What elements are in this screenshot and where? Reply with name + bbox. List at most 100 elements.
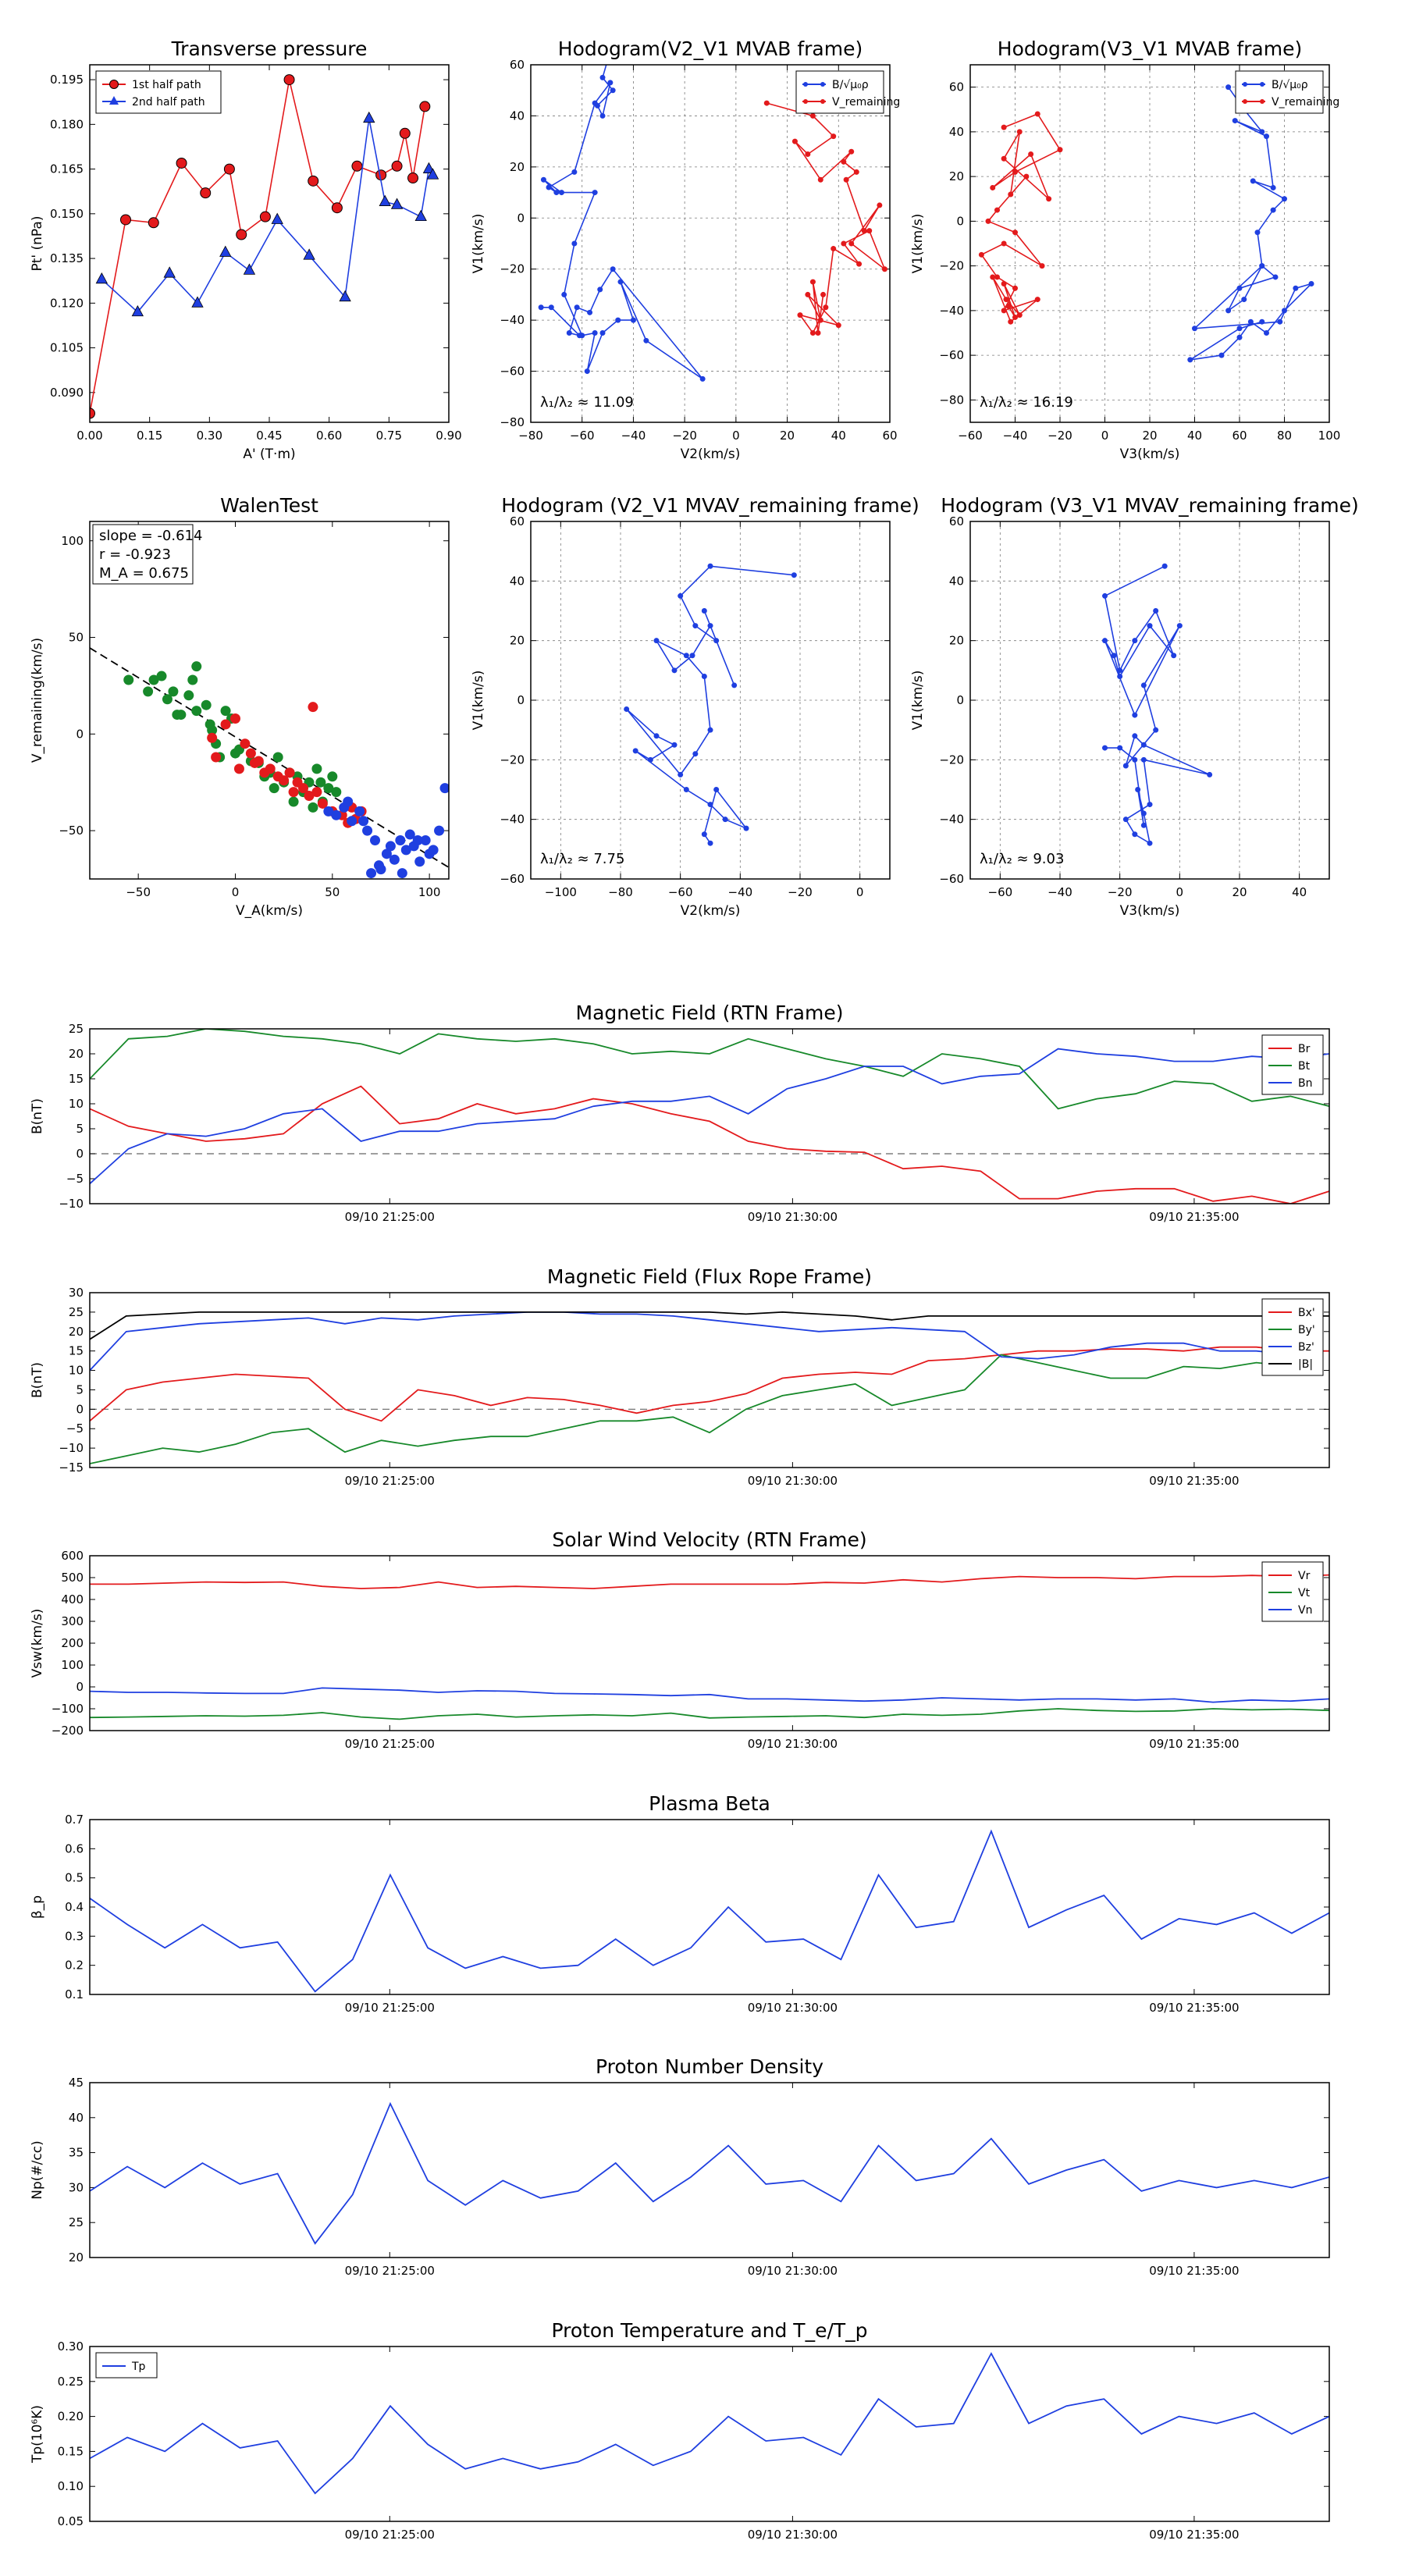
scatter-point — [315, 777, 326, 788]
data-point — [653, 733, 660, 739]
eigenvalue-ratio: λ₁/λ₂ ≈ 9.03 — [980, 851, 1064, 867]
data-point — [653, 638, 660, 644]
data-point — [791, 138, 798, 144]
legend-label: Bz' — [1298, 1341, 1314, 1354]
data-point — [1225, 308, 1232, 314]
x-tick-label: 0 — [732, 429, 740, 443]
eigenvalue-ratio: λ₁/λ₂ ≈ 7.75 — [540, 851, 624, 867]
data-point — [692, 751, 699, 757]
scatter-point — [298, 783, 309, 794]
data-point — [1264, 133, 1269, 140]
legend-label: Vn — [1298, 1604, 1312, 1617]
scatter-point — [304, 791, 315, 802]
data-point — [379, 194, 391, 206]
panel-pt: Transverse pressure 0.00 0.15 0.30 0.45 0.60 0… — [30, 37, 462, 462]
legend-label: Br — [1298, 1043, 1311, 1055]
data-point — [671, 667, 678, 674]
y-tick-label: 25 — [69, 2215, 84, 2229]
x-axis-label: V_A(km/s) — [236, 903, 303, 919]
x-tick-label: 0.75 — [376, 429, 402, 443]
y-tick-label: 0.20 — [58, 2410, 84, 2424]
data-point — [994, 207, 1000, 213]
panel-h2: Hodogram(V3_V1 MVAB frame) −60 −40 −20 0 20 40… — [910, 37, 1340, 462]
scatter-point — [168, 686, 179, 697]
data-point — [1057, 147, 1063, 153]
data-point — [630, 317, 636, 323]
series-bn-line — [90, 1048, 1329, 1185]
data-point — [713, 638, 720, 644]
legend-label: B/√μ₀ρ — [1272, 79, 1308, 91]
plot-area — [978, 84, 1314, 363]
panel-np: Proton Number Density 09/10 21:25:00 09/10… — [30, 2055, 1330, 2278]
x-tick-label: 100 — [1318, 429, 1341, 443]
data-point — [592, 190, 598, 196]
legend-marker — [820, 99, 825, 104]
data-point — [1117, 745, 1123, 751]
x-tick-label: 09/10 21:25:00 — [345, 2528, 435, 2542]
data-point — [148, 217, 159, 229]
axes-frame — [89, 1555, 1330, 1731]
y-tick-label: 60 — [949, 80, 964, 94]
scatter-point — [220, 719, 231, 730]
data-point — [1122, 763, 1129, 769]
legend-marker — [1243, 99, 1247, 104]
x-tick-label: 09/10 21:35:00 — [1149, 1474, 1239, 1488]
scatter-point — [201, 699, 212, 710]
scatter-point — [397, 868, 407, 879]
legend-label: Vr — [1298, 1570, 1311, 1582]
scatter-point — [395, 834, 406, 845]
x-tick-label: 09/10 21:30:00 — [748, 2001, 838, 2015]
x-tick-label: 0 — [1101, 429, 1109, 443]
data-point — [994, 274, 1000, 280]
panel-h4: Hodogram (V3_V1 MVAV_remaining frame) −60… — [910, 494, 1359, 919]
data-point — [809, 330, 816, 336]
series-bz--line — [90, 1311, 1293, 1372]
data-point — [843, 176, 849, 183]
plot-area — [538, 65, 887, 382]
y-tick-label: −80 — [500, 415, 525, 429]
data-point — [1161, 563, 1168, 569]
y-tick-label: −60 — [939, 348, 964, 362]
y-tick-label: −200 — [52, 1724, 84, 1738]
scatter-point — [156, 671, 167, 681]
y-axis-label: V1(km/s) — [471, 214, 486, 274]
data-point — [1293, 285, 1299, 291]
scatter-point — [288, 787, 299, 798]
scatter-point — [358, 816, 369, 827]
series-b-line — [1190, 87, 1312, 361]
data-point — [419, 101, 431, 112]
scatter-point — [381, 849, 392, 859]
scatter-point — [172, 710, 183, 720]
data-point — [236, 229, 247, 240]
data-point — [599, 74, 606, 80]
data-point — [643, 337, 649, 343]
data-point — [1132, 712, 1138, 718]
scatter-point — [385, 841, 396, 852]
y-tick-label: 30 — [69, 1286, 84, 1300]
panel-bfr: Magnetic Field (Flux Rope Frame) 09/10 21… — [30, 1265, 1330, 1488]
data-point — [615, 317, 621, 323]
y-tick-label: 45 — [69, 2076, 84, 2090]
plot-area — [1102, 563, 1213, 846]
chart-title: Hodogram(V3_V1 MVAB frame) — [998, 37, 1302, 60]
y-tick-label: 100 — [61, 534, 84, 548]
y-tick-label: 0.135 — [50, 251, 84, 265]
y-axis-label: B(nT) — [30, 1098, 45, 1134]
x-tick-label: 09/10 21:25:00 — [345, 1210, 435, 1224]
chart-title: Hodogram (V2_V1 MVAV_remaining frame) — [501, 494, 919, 517]
data-point — [1241, 297, 1247, 303]
data-point — [707, 727, 713, 733]
data-point — [548, 304, 554, 311]
y-tick-label: −20 — [939, 259, 964, 273]
data-point — [881, 266, 887, 272]
scatter-point — [389, 854, 400, 865]
data-point — [599, 330, 606, 336]
x-tick-label: −60 — [988, 885, 1013, 899]
y-tick-label: 300 — [61, 1614, 84, 1628]
data-point — [707, 802, 713, 808]
scatter-point — [253, 756, 264, 767]
y-tick-label: 0 — [956, 214, 964, 228]
scatter-point — [272, 752, 283, 763]
scatter-point — [240, 738, 251, 749]
data-point — [743, 825, 749, 831]
